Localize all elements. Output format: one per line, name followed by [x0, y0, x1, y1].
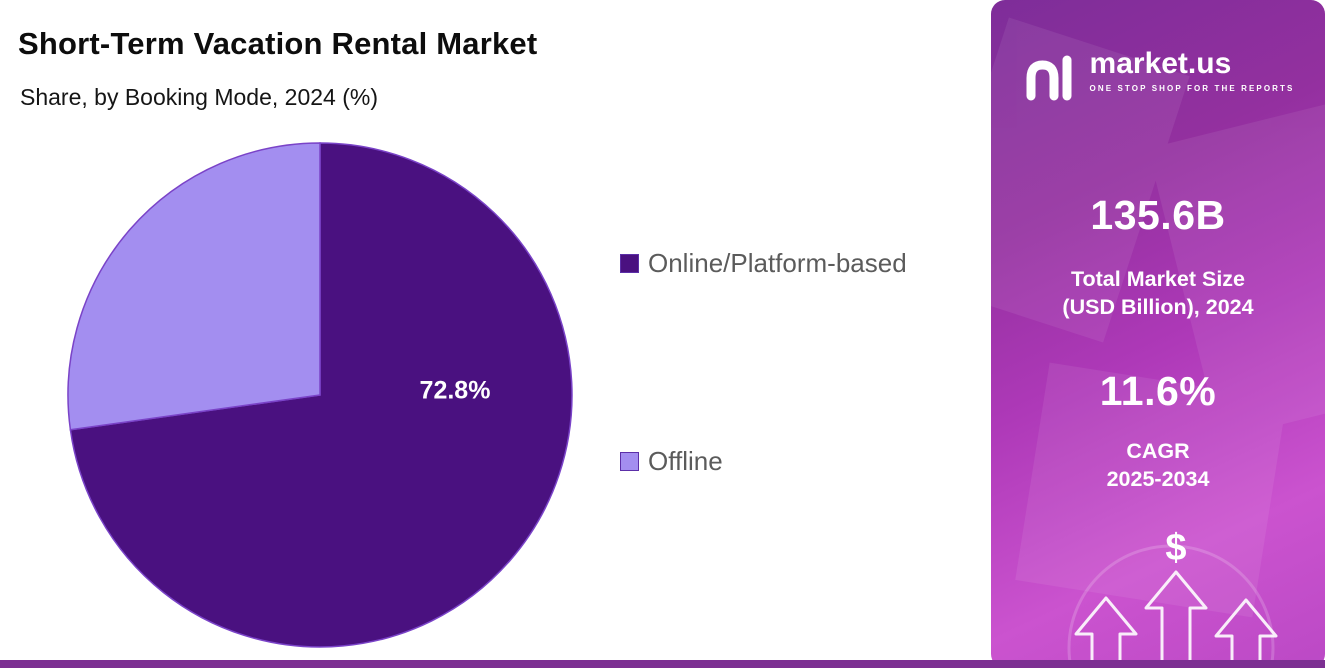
pie-slice-2 [67, 142, 321, 431]
legend-swatch-online-icon [620, 254, 639, 273]
dollar-icon: $ [1165, 527, 1186, 569]
cup-rim-decor [1067, 544, 1275, 668]
pie-data-label: 72.8% [419, 376, 491, 405]
page-subtitle: Share, by Booking Mode, 2024 (%) [20, 84, 378, 110]
legend: Online/Platform-based Offline [620, 0, 950, 668]
page-title: Short-Term Vacation Rental Market [18, 26, 538, 61]
pie-slice-1 [69, 142, 573, 648]
sidebar-panel: $ market.us ONE STOP SHOP FOR THE REPORT… [991, 0, 1325, 668]
cagr-label-line1: CAGR [1126, 439, 1190, 463]
legend-item-offline: Offline [620, 446, 723, 477]
market-us-logo-mark-icon [1026, 55, 1072, 101]
market-size-label-line2: (USD Billion), 2024 [1062, 294, 1254, 319]
pie-chart [67, 142, 573, 648]
cagr-label: CAGR 2025-2034 [991, 438, 1325, 494]
bottom-accent-strip [0, 660, 1325, 668]
cagr-value: 11.6% [1099, 368, 1217, 414]
legend-label-offline: Offline [648, 446, 723, 476]
market-us-logo: market.us ONE STOP SHOP FOR THE REPORTS [991, 48, 1325, 102]
up-arrows-icon [1074, 570, 1278, 668]
legend-item-online: Online/Platform-based [620, 248, 907, 279]
paper-texture-decor [991, 17, 1325, 618]
sidebar-decoration: $ [991, 17, 1325, 668]
logo-tagline: ONE STOP SHOP FOR THE REPORTS [1089, 83, 1295, 93]
market-size-label: Total Market Size (USD Billion), 2024 [991, 266, 1325, 322]
cagr-label-line2: 2025-2034 [1106, 466, 1210, 491]
market-size-value: 135.6B [1090, 192, 1226, 238]
pie-chart-area: 72.8% [60, 135, 580, 655]
logo-text: market.us [1089, 47, 1232, 80]
market-size-label-line1: Total Market Size [1070, 267, 1246, 291]
legend-label-online: Online/Platform-based [648, 248, 907, 278]
legend-swatch-offline-icon [620, 452, 639, 471]
